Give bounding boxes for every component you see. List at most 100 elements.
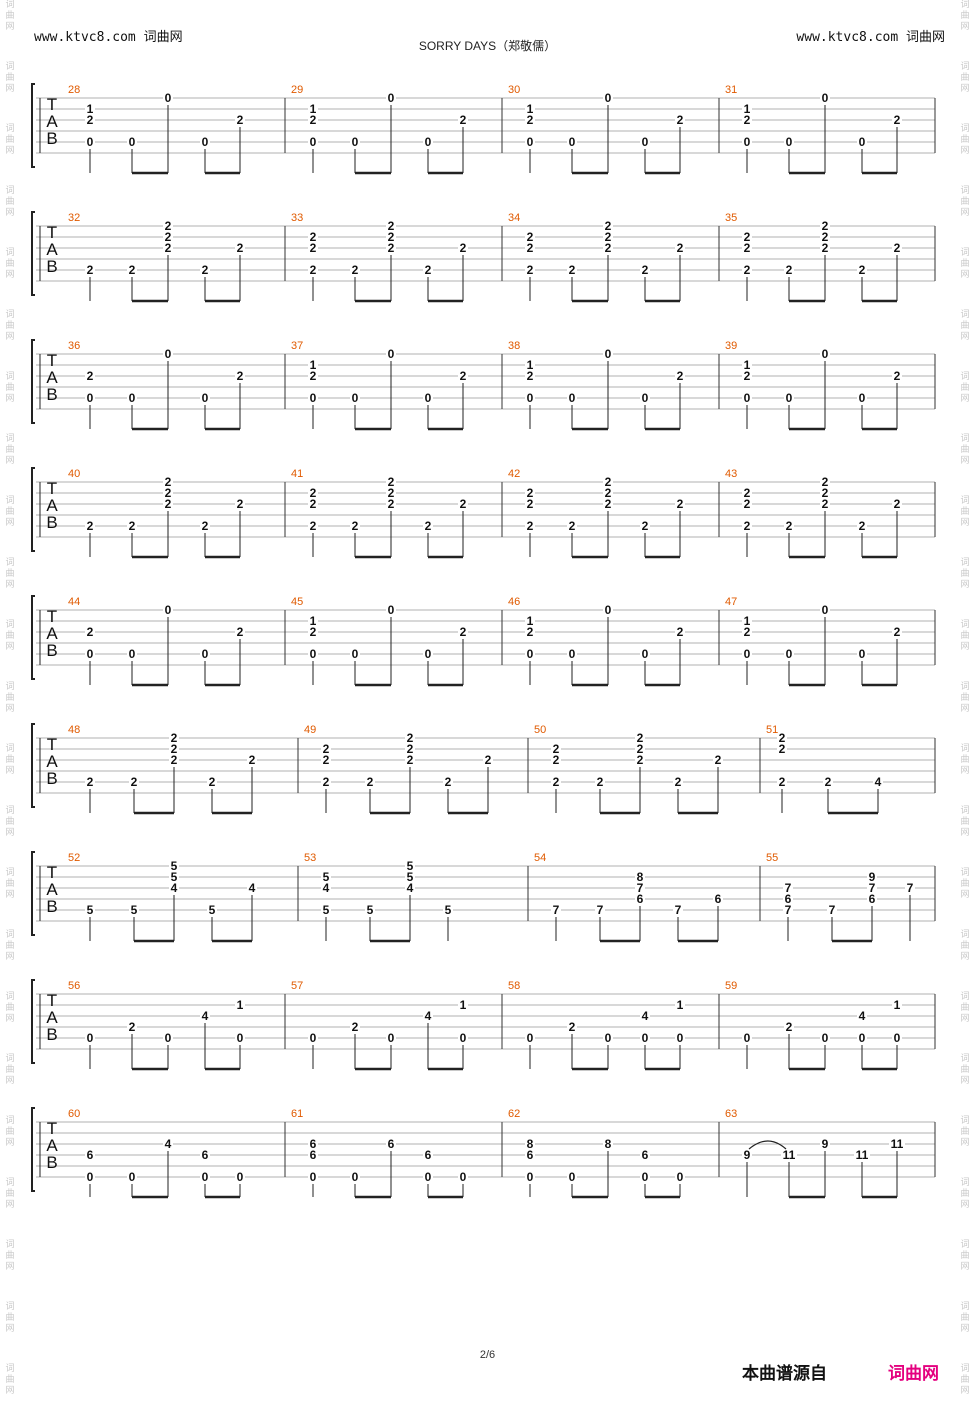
- fret-bg: [635, 755, 645, 765]
- fret-bg: [423, 1011, 433, 1021]
- fret-bg: [525, 1033, 535, 1043]
- fret-number: 0: [460, 1170, 467, 1184]
- fret-number: 2: [527, 263, 534, 277]
- tab-clef-letter: A: [46, 880, 58, 899]
- fret-bg: [675, 499, 685, 509]
- fret-number: 0: [527, 391, 534, 405]
- fret-bg: [386, 605, 396, 615]
- tab-clef-letter: B: [46, 257, 57, 276]
- fret-number: 2: [352, 263, 359, 277]
- fret-bg: [784, 521, 794, 531]
- fret-number: 5: [445, 903, 452, 917]
- fret-bg: [892, 499, 902, 509]
- fret-bg: [673, 905, 683, 915]
- measure-number: 44: [68, 596, 80, 608]
- fret-number: 2: [460, 113, 467, 127]
- watermark-text: 词 曲 网: [960, 620, 970, 652]
- fret-bg: [551, 755, 561, 765]
- fret-number: 0: [388, 91, 395, 105]
- fret-bg: [820, 232, 830, 242]
- fret-bg: [200, 649, 210, 659]
- fret-number: 9: [822, 1137, 829, 1151]
- fret-bg: [525, 115, 535, 125]
- system-bracket: [31, 723, 35, 808]
- fret-bg: [308, 104, 318, 114]
- fret-number: 2: [388, 475, 395, 489]
- fret-bg: [235, 115, 245, 125]
- system-bracket: [31, 467, 35, 552]
- fret-bg: [742, 627, 752, 637]
- fret-bg: [742, 393, 752, 403]
- fret-bg: [742, 499, 752, 509]
- fret-bg: [321, 905, 331, 915]
- fret-bg: [308, 1150, 318, 1160]
- fret-bg: [321, 872, 331, 882]
- fret-bg: [163, 221, 173, 231]
- fret-bg: [783, 883, 793, 893]
- fret-bg: [867, 894, 877, 904]
- fret-bg: [781, 1150, 797, 1160]
- watermark-text: 词 曲 网: [5, 992, 15, 1024]
- fret-number: 2: [527, 241, 534, 255]
- fret-bg: [784, 393, 794, 403]
- fret-number: 1: [310, 614, 317, 628]
- fret-bg: [85, 1033, 95, 1043]
- fret-number: 2: [675, 775, 682, 789]
- fret-number: 6: [642, 1148, 649, 1162]
- fret-number: 4: [407, 881, 414, 895]
- fret-number: 0: [859, 391, 866, 405]
- fret-bg: [603, 477, 613, 487]
- fret-bg: [742, 488, 752, 498]
- fret-bg: [308, 1139, 318, 1149]
- fret-number: 0: [202, 391, 209, 405]
- fret-number: 2: [553, 775, 560, 789]
- fret-number: 0: [822, 347, 829, 361]
- tab-clef-letter: B: [46, 1153, 57, 1172]
- site-url-right: www.ktvc8.com 词曲网: [796, 30, 945, 45]
- fret-bg: [675, 627, 685, 637]
- fret-bg: [525, 137, 535, 147]
- watermark-text: 词 曲 网: [960, 372, 970, 404]
- fret-bg: [386, 477, 396, 487]
- fret-number: 2: [460, 241, 467, 255]
- fret-number: 2: [553, 742, 560, 756]
- fret-bg: [127, 1172, 137, 1182]
- measure-number: 50: [534, 724, 546, 736]
- fret-bg: [857, 1033, 867, 1043]
- fret-bg: [820, 477, 830, 487]
- fret-bg: [235, 1172, 245, 1182]
- fret-number: 2: [165, 230, 172, 244]
- fret-number: 2: [87, 369, 94, 383]
- fret-bg: [207, 905, 217, 915]
- measure-number: 32: [68, 212, 80, 224]
- fret-bg: [200, 137, 210, 147]
- fret-number: 1: [310, 358, 317, 372]
- fret-bg: [777, 777, 787, 787]
- fret-number: 0: [310, 1031, 317, 1045]
- fret-number: 0: [859, 647, 866, 661]
- fret-bg: [85, 905, 95, 915]
- fret-number: 2: [822, 230, 829, 244]
- fret-bg: [525, 499, 535, 509]
- watermark-text: 词 曲 网: [960, 558, 970, 590]
- fret-number: 2: [407, 731, 414, 745]
- fret-bg: [784, 265, 794, 275]
- measure-number: 43: [725, 468, 737, 480]
- fret-bg: [458, 243, 468, 253]
- fret-number: 0: [527, 1170, 534, 1184]
- fret-number: 2: [744, 113, 751, 127]
- fret-bg: [386, 243, 396, 253]
- measure-number: 61: [291, 1108, 303, 1120]
- fret-bg: [163, 93, 173, 103]
- fret-number: 2: [131, 775, 138, 789]
- fret-number: 0: [744, 135, 751, 149]
- watermark-text: 词 曲 网: [5, 1240, 15, 1272]
- fret-bg: [742, 265, 752, 275]
- fret-bg: [675, 115, 685, 125]
- fret-bg: [350, 265, 360, 275]
- tab-clef-letter: A: [46, 368, 58, 387]
- fret-bg: [458, 1000, 468, 1010]
- fret-number: 2: [388, 241, 395, 255]
- fret-number: 0: [859, 135, 866, 149]
- fret-bg: [742, 371, 752, 381]
